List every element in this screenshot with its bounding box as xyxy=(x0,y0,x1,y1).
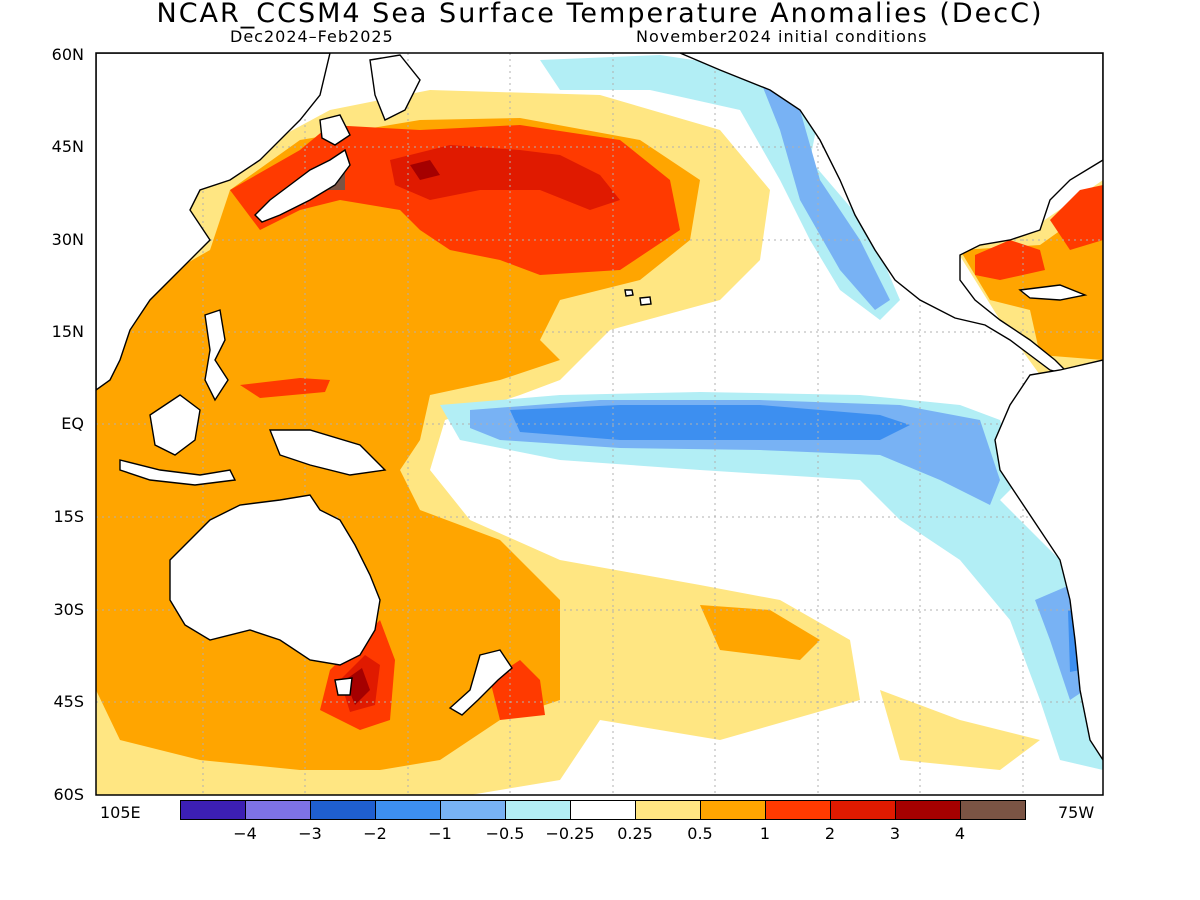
colorbar-swatch xyxy=(830,800,896,820)
asia-landmass xyxy=(96,53,331,391)
colorbar-tick-label: −4 xyxy=(233,824,257,843)
graticule xyxy=(96,53,1103,795)
colorbar-swatch xyxy=(635,800,701,820)
warm-field-1-gulf xyxy=(975,240,1045,280)
kamchatka-landmass xyxy=(369,54,421,121)
cool-field-0.25 xyxy=(440,392,1103,770)
warm-field-3 xyxy=(410,160,440,180)
colorbar-swatch xyxy=(700,800,766,820)
new-guinea-landmass xyxy=(268,429,387,476)
map-frame xyxy=(95,52,1104,796)
colorbar-tick-label: 0.25 xyxy=(617,824,653,843)
colorbar-tick-label: 4 xyxy=(954,824,966,843)
colorbar-tick-label: −0.5 xyxy=(485,824,525,843)
colorbar-swatch xyxy=(245,800,311,820)
warm-field-2 xyxy=(390,145,620,210)
colorbar-tick-label: 2 xyxy=(824,824,836,843)
japan-landmass xyxy=(254,148,351,223)
lat-label-60n: 60N xyxy=(51,45,84,64)
colorbar-tick-label: −1 xyxy=(428,824,452,843)
season-subtitle: Dec2024–Feb2025 xyxy=(230,27,394,46)
colorbar-swatch xyxy=(180,800,246,820)
lat-label-45s: 45S xyxy=(53,692,84,711)
lat-label-60s: 60S xyxy=(53,785,84,804)
tasmania-landmass xyxy=(334,677,353,696)
philippines-landmass xyxy=(204,309,229,402)
lat-label-30s: 30S xyxy=(53,600,84,619)
cool-field-1 xyxy=(510,405,910,440)
colorbar-swatch xyxy=(375,800,441,820)
cuba-landmass xyxy=(1018,284,1088,301)
colorbar-tick-label: −3 xyxy=(298,824,322,843)
colorbar-swatch xyxy=(570,800,636,820)
indonesia-islands-landmass xyxy=(119,459,237,486)
lat-label-45n: 45N xyxy=(51,137,84,156)
map-title: NCAR_CCSM4 Sea Surface Temperature Anoma… xyxy=(156,0,1044,29)
lat-label-15s: 15S xyxy=(53,507,84,526)
lon-label-left: 105E xyxy=(100,803,141,822)
colorbar-swatch xyxy=(310,800,376,820)
initial-conditions-subtitle: November2024 initial conditions xyxy=(636,27,928,46)
colorbar-swatch xyxy=(765,800,831,820)
colorbar-tick-label: 3 xyxy=(889,824,901,843)
warm-field-1-wp xyxy=(240,378,330,398)
warm-field-1-east xyxy=(1050,185,1103,250)
south-america-landmass xyxy=(994,359,1103,762)
colorbar-tick-label: 0.5 xyxy=(687,824,713,843)
colorbar-swatch xyxy=(505,800,571,820)
hawaii-islands-landmass xyxy=(624,289,652,306)
colorbar-swatch xyxy=(895,800,961,820)
borneo-landmass xyxy=(149,394,201,456)
coastlines xyxy=(96,53,1103,762)
colorbar-tick-label: −0.25 xyxy=(545,824,595,843)
lat-label-eq: EQ xyxy=(61,414,84,433)
colorbar-tick-label: −2 xyxy=(363,824,387,843)
warm-field-3-tasman xyxy=(345,668,370,705)
cool-field-0.5-ncoast xyxy=(760,80,890,310)
lat-label-15n: 15N xyxy=(51,322,84,341)
colorbar-tick-label: 1 xyxy=(759,824,771,843)
colorbar-swatch xyxy=(440,800,506,820)
hokkaido-landmass xyxy=(319,114,351,146)
warm-field-0.5-sc xyxy=(700,605,820,660)
lat-label-30n: 30N xyxy=(51,230,84,249)
new-zealand-landmass xyxy=(448,649,513,716)
australia-landmass xyxy=(169,494,381,666)
lon-label-right: 75W xyxy=(1058,803,1095,822)
colorbar-swatch xyxy=(960,800,1026,820)
